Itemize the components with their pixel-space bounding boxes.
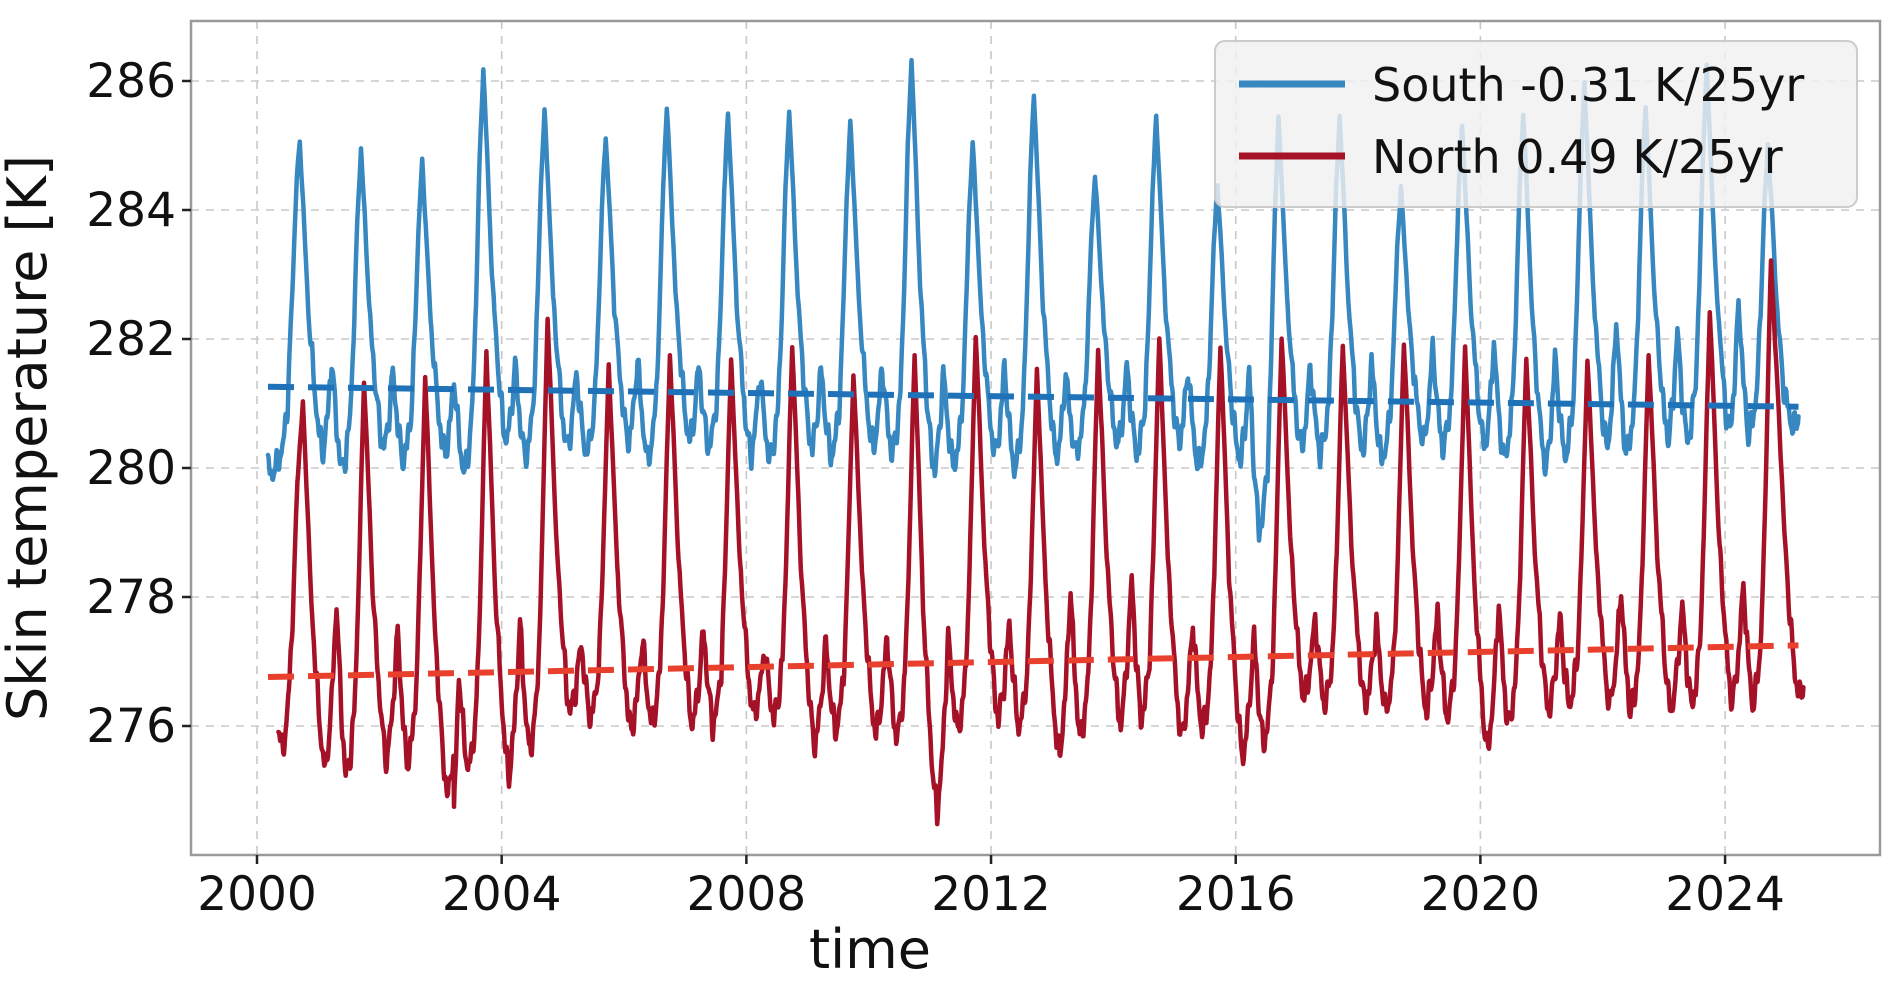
x-tick-label: 2012: [931, 867, 1051, 922]
plot-frame: [189, 19, 1882, 857]
legend-north-label: North 0.49 K/25yr: [1372, 130, 1783, 184]
y-tick-label: 286: [86, 54, 176, 109]
legend-south-label: South -0.31 K/25yr: [1372, 58, 1804, 112]
x-tick-label: 2004: [442, 867, 562, 922]
y-tick-label: 276: [86, 699, 176, 754]
y-tick-label: 282: [86, 312, 176, 367]
series-south-line: [265, 57, 1801, 543]
legend-box: South -0.31 K/25yr North 0.49 K/25yr: [1214, 40, 1858, 208]
y-axis-label: Skin temperature [K]: [0, 155, 59, 721]
y-tick-label: 284: [86, 183, 176, 238]
tick-layer: [182, 79, 1727, 864]
x-tick-label: 2000: [197, 867, 317, 922]
x-tick-label: 2016: [1176, 867, 1296, 922]
series-north-line: [276, 258, 1806, 827]
series-layer: [265, 57, 1806, 827]
x-tick-label: 2020: [1421, 867, 1541, 922]
x-axis-label: time: [809, 918, 931, 981]
y-tick-label: 278: [86, 570, 176, 625]
plot-frame-rect: [189, 19, 1882, 857]
legend-background: [1214, 40, 1858, 208]
x-tick-label: 2024: [1665, 867, 1785, 922]
y-tick-label: 280: [86, 441, 176, 496]
x-tick-label: 2008: [687, 867, 807, 922]
trend-north-line: [267, 642, 1799, 680]
tick-label-layer: 2000 2004 2008 2012 2016 2020 2024 276 278 280 282…: [86, 54, 1785, 922]
trend-south-line: [267, 383, 1799, 410]
